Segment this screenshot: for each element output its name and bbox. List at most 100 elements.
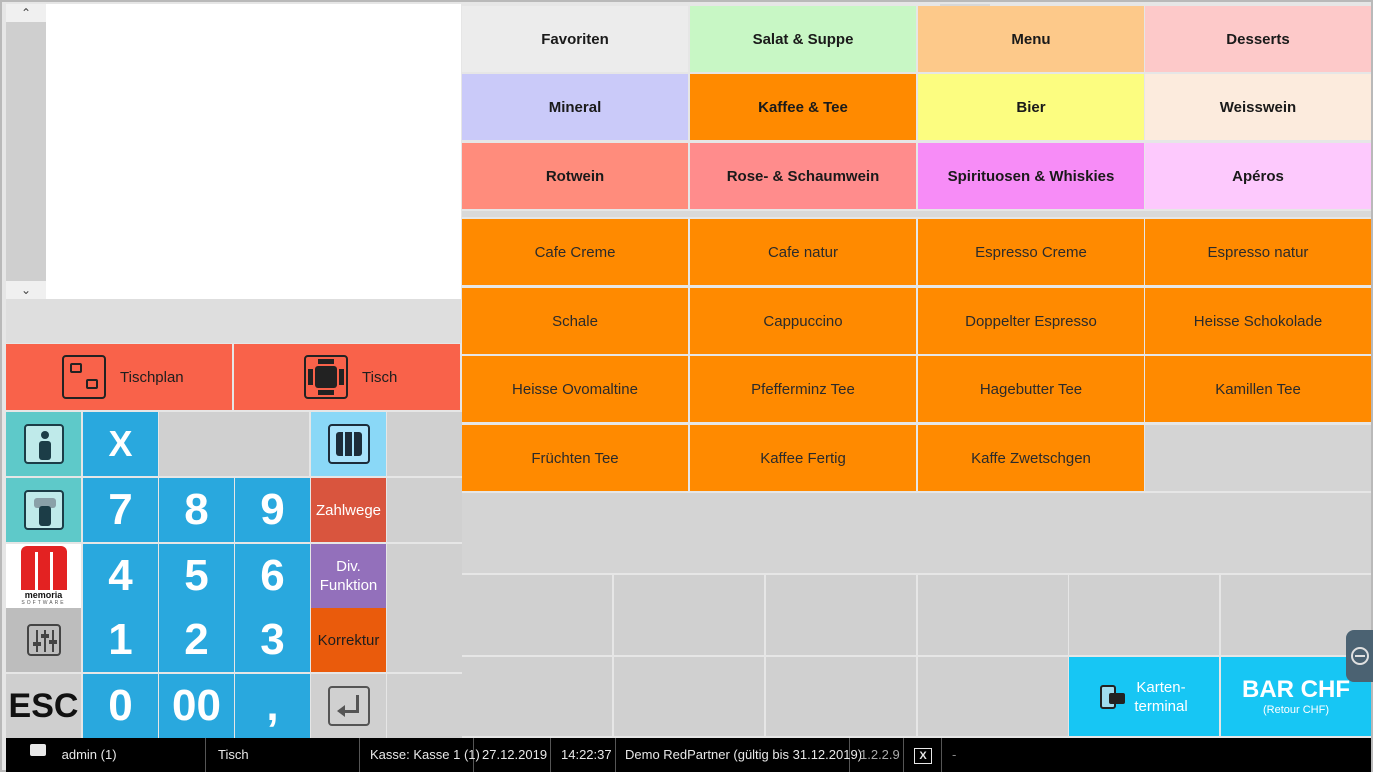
quick-button[interactable] [1069,575,1219,655]
div-funktion-label-1: Div. [336,558,361,575]
product-button[interactable]: Cappuccino [690,288,916,354]
status-date: 27.12.2019 [474,738,551,772]
category-button[interactable]: Salat & Suppe [690,6,916,72]
korrektur-label: Korrektur [317,631,380,649]
korrektur-button[interactable]: Korrektur [311,608,386,672]
multiply-key[interactable]: X [83,412,158,476]
product-button[interactable]: Hagebutter Tee [918,356,1144,422]
waiter-button[interactable] [6,412,81,476]
product-button[interactable]: Schale [462,288,688,354]
product-button[interactable]: Espresso natur [1145,219,1371,285]
keypad-blank [387,674,462,738]
category-button[interactable]: Favoriten [462,6,688,72]
table-plan-icon [62,355,106,399]
category-button[interactable]: Spirituosen & Whiskies [918,143,1144,209]
product-button[interactable]: Pfefferminz Tee [690,356,916,422]
table-icon [304,355,348,399]
product-grid-spacer [462,493,1371,573]
settings-button[interactable] [6,608,81,672]
memoria-logo-sub: SOFTWARE [21,600,66,606]
key-7[interactable]: 7 [83,478,158,542]
div-funktion-label-2: Funktion [319,577,378,594]
drawer-button[interactable] [311,412,386,476]
category-button[interactable]: Weisswein [1145,74,1371,140]
key-5[interactable]: 5 [159,544,234,608]
key-8[interactable]: 8 [159,478,234,542]
quick-button[interactable] [462,657,612,736]
tischplan-label: Tischplan [120,368,184,386]
key-2[interactable]: 2 [159,608,234,672]
comma-key[interactable]: , [235,674,310,738]
product-empty-slot [1145,425,1371,491]
status-time: 14:22:37 [553,738,616,772]
key-0[interactable]: 0 [83,674,158,738]
product-button[interactable]: Cafe natur [690,219,916,285]
grid-separator [462,211,1371,217]
product-button[interactable]: Früchten Tee [462,425,688,491]
product-button[interactable]: Doppelter Espresso [918,288,1144,354]
esc-key[interactable]: ESC [6,674,81,738]
product-button[interactable]: Espresso Creme [918,219,1144,285]
scroll-down-button[interactable]: ⌄ [6,281,46,299]
key-6[interactable]: 6 [235,544,310,608]
keypad-blank [387,478,462,542]
drawer-icon [327,424,370,464]
scroll-up-button[interactable]: ⌃ [6,4,46,22]
receipt-list[interactable]: ⌃ ⌄ [6,4,461,299]
category-button[interactable]: Rose- & Schaumwein [690,143,916,209]
status-register: Kasse: Kasse 1 (1) [362,738,480,772]
category-button[interactable]: Kaffee & Tee [690,74,916,140]
quick-button[interactable] [614,575,764,655]
key-4[interactable]: 4 [83,544,158,608]
status-close-button[interactable]: X [914,748,932,764]
tisch-button[interactable]: Tisch [234,344,460,410]
quick-button[interactable] [614,657,764,736]
key-3[interactable]: 3 [235,608,310,672]
zahlwege-button[interactable]: Zahlwege [311,478,386,542]
tisch-label: Tisch [362,368,398,386]
category-button[interactable]: Bier [918,74,1144,140]
key-9[interactable]: 9 [235,478,310,542]
keypad-blank [159,412,309,476]
category-button[interactable]: Apéros [1145,143,1371,209]
quick-button[interactable] [766,575,916,655]
quick-button[interactable] [462,575,612,655]
status-table: Tisch [210,738,360,772]
receipt-total-bar [6,299,461,343]
quick-button[interactable] [918,657,1068,736]
product-button[interactable]: Heisse Ovomaltine [462,356,688,422]
product-button[interactable]: Kaffee Fertig [690,425,916,491]
waiter-switch-button[interactable] [6,478,81,542]
person-card-icon [23,490,64,530]
scrollbar[interactable]: ⌃ ⌄ [6,4,46,299]
side-panel-handle[interactable] [1346,630,1373,682]
div-funktion-button[interactable]: Div. Funktion [311,544,386,608]
status-user: admin (1) [6,738,206,772]
status-version: 1.2.2.9 [852,738,904,772]
enter-button[interactable] [311,674,386,738]
card-terminal-icon [1100,683,1126,711]
product-button[interactable]: Heisse Schokolade [1145,288,1371,354]
product-button[interactable]: Kaffe Zwetschgen [918,425,1144,491]
card-terminal-button[interactable]: Karten- terminal [1069,657,1219,736]
category-button[interactable]: Menu [918,6,1144,72]
key-1[interactable]: 1 [83,608,158,672]
tischplan-button[interactable]: Tischplan [6,344,232,410]
cash-payment-sub: (Retour CHF) [1262,704,1329,716]
category-button[interactable]: Desserts [1145,6,1371,72]
quick-button[interactable] [766,657,916,736]
printer-icon [30,743,46,756]
status-extra: - [952,747,957,762]
category-button[interactable]: Mineral [462,74,688,140]
zahlwege-label: Zahlwege [315,501,382,519]
product-button[interactable]: Kamillen Tee [1145,356,1371,422]
status-close-area: X [906,738,942,772]
memoria-logo-text: memoria [24,590,63,600]
category-button[interactable]: Rotwein [462,143,688,209]
keypad-blank [387,412,462,476]
quick-button[interactable] [918,575,1068,655]
product-button[interactable]: Cafe Creme [462,219,688,285]
card-terminal-label-2: terminal [1134,697,1188,715]
key-00[interactable]: 00 [159,674,234,738]
